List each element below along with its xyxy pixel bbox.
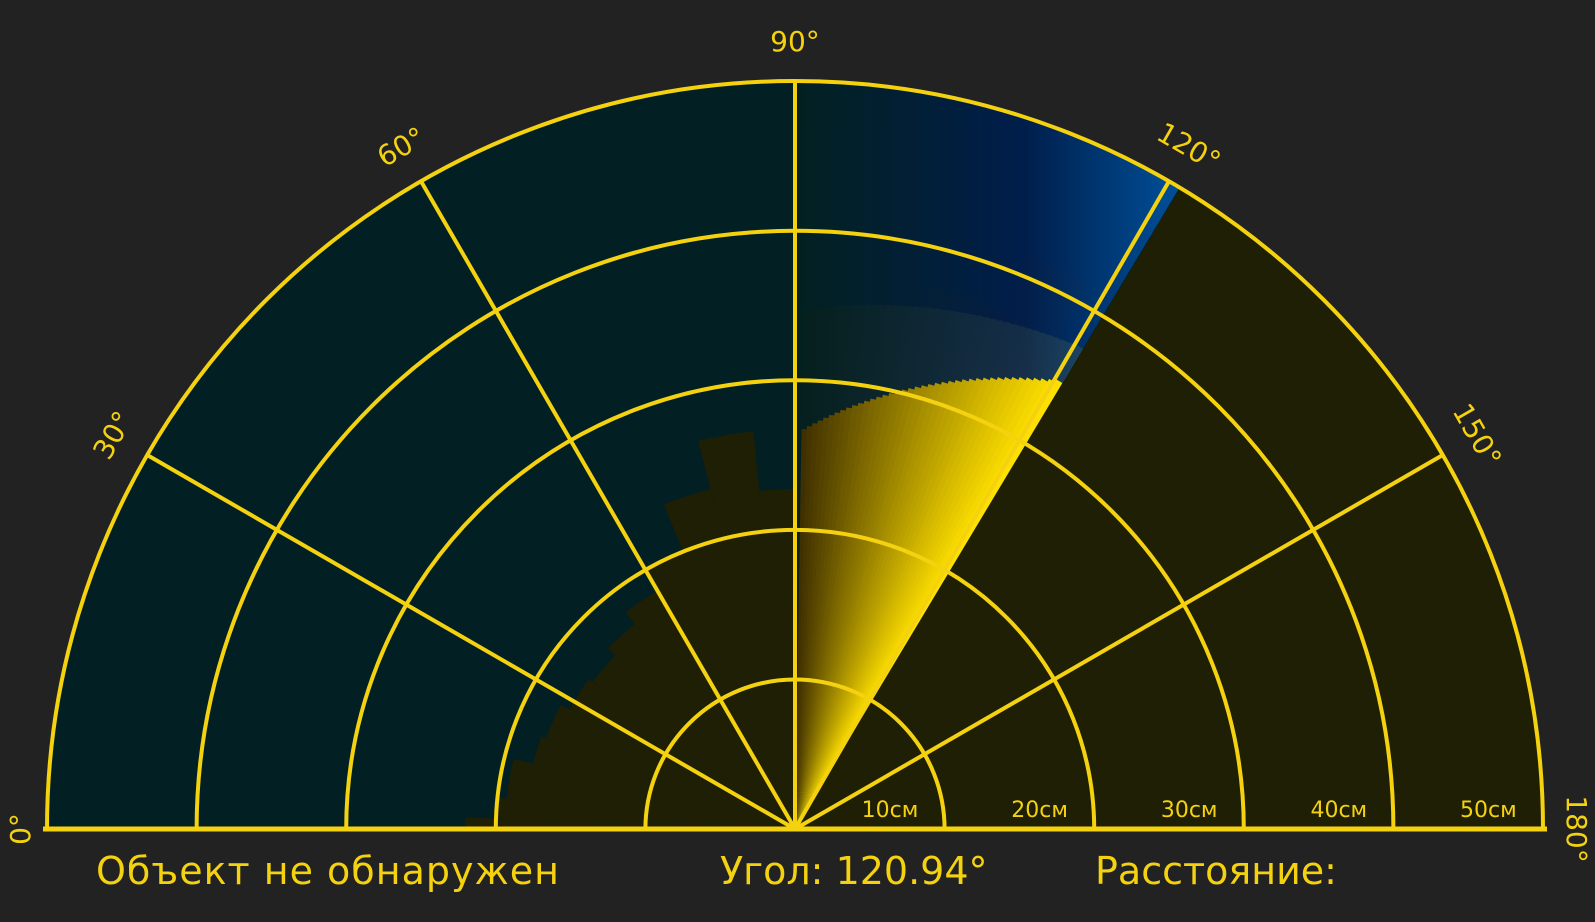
angle-tick-label: 150° bbox=[1446, 398, 1508, 473]
object-status-text: Объект не обнаружен bbox=[96, 852, 560, 890]
angle-tick-label: 60° bbox=[372, 120, 431, 173]
angle-tick-label: 120° bbox=[1151, 116, 1226, 178]
angle-tick-label: 0° bbox=[4, 813, 37, 845]
range-tick-label: 40см bbox=[1310, 798, 1367, 823]
range-tick-label: 10см bbox=[862, 798, 919, 823]
angle-tick-label: 90° bbox=[770, 25, 820, 58]
angle-label: Угол: bbox=[720, 849, 823, 893]
angle-tick-label: 30° bbox=[86, 406, 139, 465]
range-tick-label: 50см bbox=[1460, 798, 1517, 823]
range-tick-label: 30см bbox=[1161, 798, 1218, 823]
angle-value: 120.94° bbox=[836, 849, 988, 893]
range-tick-label: 20см bbox=[1011, 798, 1068, 823]
angle-readout: Угол: 120.94° bbox=[720, 852, 988, 890]
angle-tick-label: 180° bbox=[1560, 795, 1593, 862]
distance-label: Расстояние: bbox=[1095, 852, 1337, 890]
